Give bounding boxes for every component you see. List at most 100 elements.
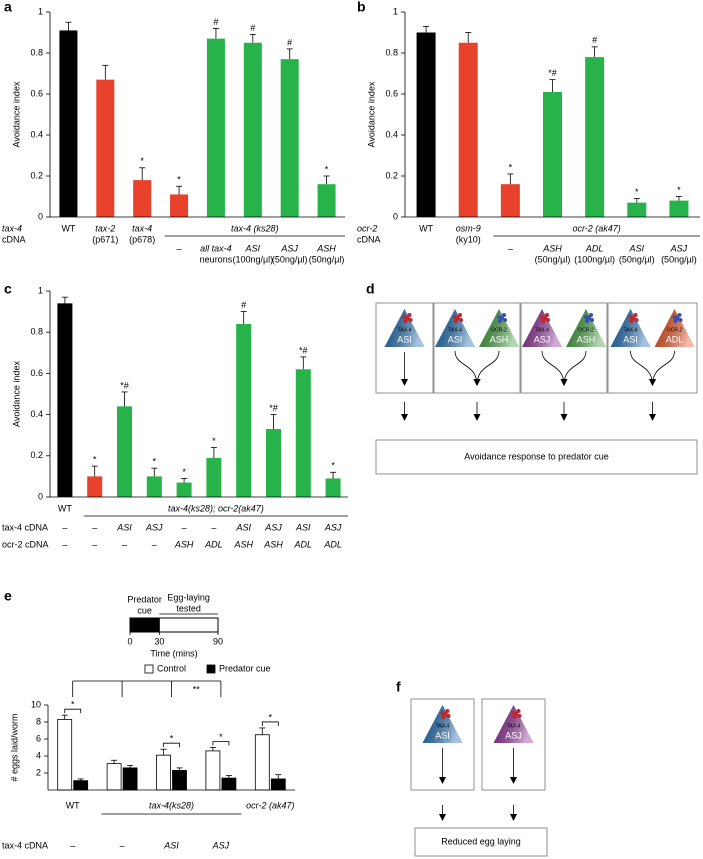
row-label: tax-4 cDNA	[2, 840, 48, 850]
bar	[585, 57, 605, 217]
receptor-icon	[585, 319, 589, 323]
neuron-box	[607, 302, 698, 394]
receptor-icon	[545, 313, 549, 317]
bar	[221, 777, 237, 791]
legend-swatch	[206, 664, 216, 674]
neuron-shading	[493, 705, 534, 743]
receptor-icon	[678, 318, 683, 322]
significance-label: *	[71, 700, 75, 710]
receptor-icon	[589, 313, 593, 317]
timeline-label: Predator	[127, 594, 162, 604]
bar	[59, 30, 78, 218]
x-tick-label: (ky10)	[456, 234, 481, 244]
legend-label: Predator cue	[219, 663, 271, 673]
receptor-label: OCR-2	[491, 327, 507, 333]
receptor-label: TAX-4	[398, 327, 412, 333]
x-tick-label: ADL	[585, 243, 604, 253]
neuron-shading	[654, 309, 695, 347]
bar	[266, 429, 281, 497]
y-tick-label: 0.6	[30, 368, 43, 378]
receptor-icon	[497, 315, 501, 319]
bar	[172, 770, 187, 791]
significance-bracket	[163, 742, 180, 748]
bar	[122, 767, 138, 791]
neuron-shading	[522, 309, 562, 347]
neuron-shading	[422, 705, 463, 743]
significance-label: *	[635, 187, 639, 197]
receptor-icon	[445, 709, 450, 713]
y-tick-label: 4	[36, 750, 41, 760]
receptor-icon	[516, 709, 521, 713]
significance-label: #	[241, 300, 246, 310]
neuron-label: ASI	[623, 334, 638, 344]
bar	[270, 778, 286, 791]
significance-label: #	[213, 17, 218, 27]
timeline-tick-label: 30	[154, 636, 164, 646]
bar	[458, 42, 478, 217]
y-tick-label: 0	[38, 211, 43, 221]
panel-label: f	[396, 679, 401, 695]
bar	[156, 754, 171, 791]
timeline-phase	[158, 617, 219, 633]
timeline-phase	[129, 617, 160, 633]
receptor-icon	[458, 313, 462, 317]
receptor-icon	[453, 315, 457, 319]
bar	[243, 42, 262, 217]
x-tick-label: osm-9	[456, 223, 481, 233]
timeline-label: cue	[137, 605, 152, 615]
arrow	[649, 350, 675, 386]
y-axis-label: # eggs laid/worm	[9, 713, 19, 781]
output-box	[414, 827, 548, 857]
x-tick-label: –	[507, 243, 514, 253]
receptor-icon	[677, 313, 682, 317]
receptor-icon	[498, 319, 502, 323]
receptor-icon	[673, 319, 678, 323]
timeline-tick-label: 0	[127, 636, 132, 646]
significance-label: *	[269, 712, 273, 722]
row-value: –	[121, 539, 128, 549]
significance-label: *	[677, 185, 681, 195]
row-value: ASH	[233, 539, 253, 549]
x-tick-label: WT	[58, 503, 72, 513]
significance-label: *	[219, 732, 223, 742]
row-label: tax-4	[2, 223, 22, 233]
row-value: ADL	[204, 539, 223, 549]
receptor-icon	[407, 313, 412, 317]
receptor-icon	[440, 711, 445, 715]
x-tick-label: WT	[61, 223, 75, 233]
significance-bracket	[212, 741, 230, 746]
y-tick-label: 1	[393, 6, 398, 16]
x-tick-label: all tax-4	[200, 243, 232, 253]
arrow	[454, 350, 481, 386]
output-label: Avoidance response to predator cue	[464, 451, 608, 461]
group-label: tax-4 (ks28)	[231, 223, 279, 233]
receptor-icon	[546, 318, 550, 322]
x-tick-label: neurons	[200, 254, 233, 264]
significance-bracket	[64, 708, 82, 714]
x-tick-label: (100ng/µl)	[574, 254, 615, 264]
bar	[500, 184, 520, 217]
bar	[176, 482, 192, 497]
y-tick-label: 0.4	[30, 129, 43, 139]
receptor-icon	[446, 714, 451, 718]
receptor-icon	[454, 319, 458, 323]
receptor-icon	[590, 318, 594, 322]
y-tick-label: 0	[393, 211, 398, 221]
panel-label: d	[366, 281, 375, 297]
y-axis-label: Avoidance index	[11, 361, 21, 427]
significance-label: *#	[299, 345, 308, 355]
bar	[96, 79, 115, 218]
y-tick-label: 0	[38, 491, 43, 501]
receptor-label: OCR-2	[578, 327, 594, 333]
neuron-shading	[435, 309, 475, 347]
neuron-shading	[566, 309, 606, 347]
bar	[170, 194, 189, 217]
x-tick-label: (p678)	[129, 234, 155, 244]
timeline-label: tested	[176, 603, 201, 613]
y-axis-label: Avoidance index	[366, 81, 376, 147]
significance-label: *	[170, 734, 174, 744]
significance-label: #	[250, 23, 255, 33]
legend-swatch	[144, 664, 154, 674]
row-value: ASH	[174, 539, 194, 549]
